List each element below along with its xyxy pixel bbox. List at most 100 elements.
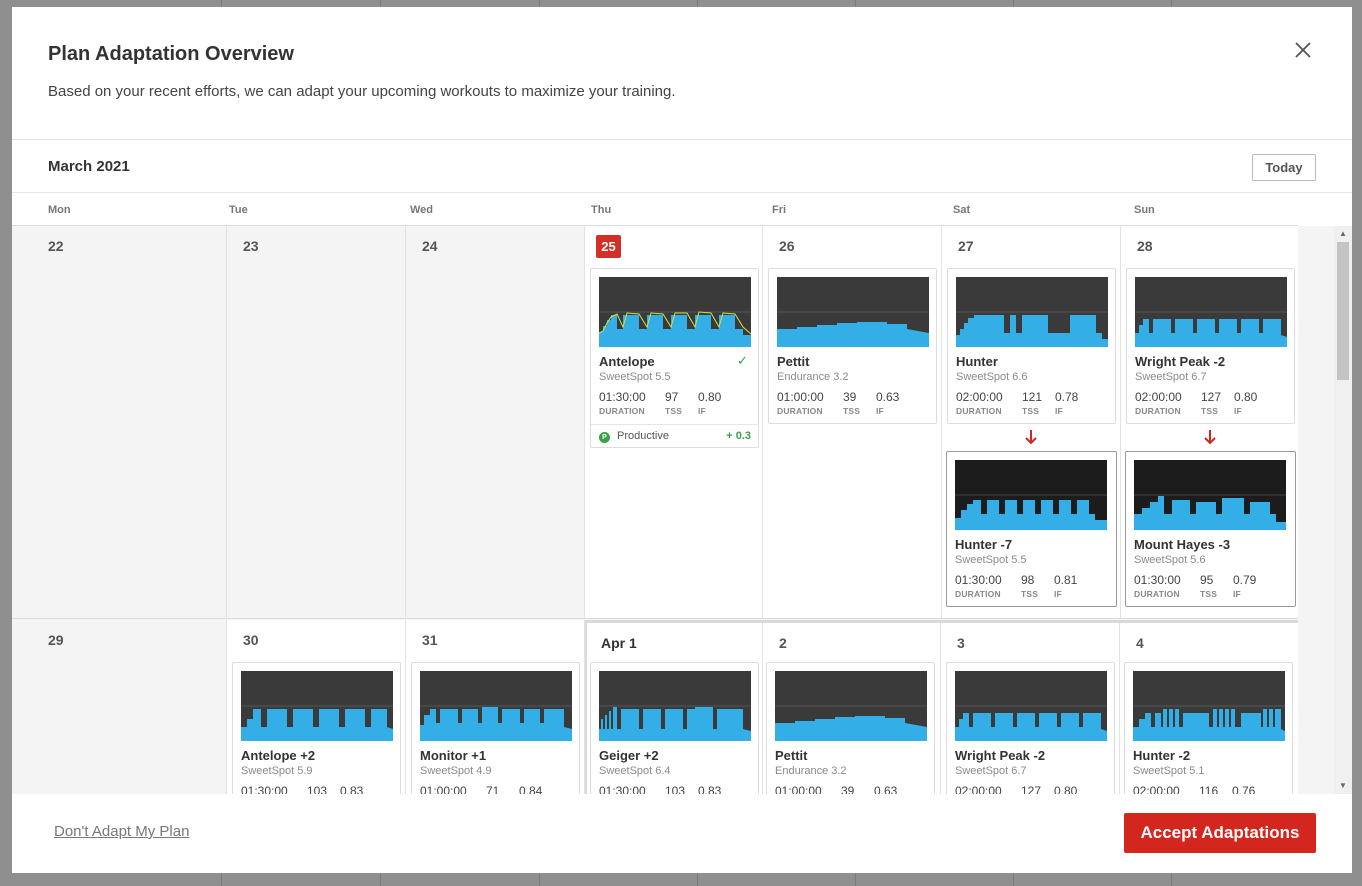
day-number: 28	[1137, 238, 1153, 254]
tss-label: TSS	[1201, 406, 1219, 416]
workout-card[interactable]: Antelope ✓ SweetSpot 5.5 01:30:00 DURATIO…	[590, 268, 759, 448]
tss-value: 127	[1021, 784, 1042, 794]
workout-category: SweetSpot 5.5	[955, 554, 1027, 566]
day-cell[interactable]: 30 Antelope +2 SweetSpot 5.9 01:30:00DUR…	[227, 620, 406, 794]
workout-card[interactable]: Hunter SweetSpot 6.6 02:00:00 DURATION 12…	[947, 268, 1116, 424]
day-number: Apr 1	[601, 635, 637, 651]
day-cell[interactable]: 4 Hunter -2 SweetSpot 5.1 02:00:00DURATI…	[1120, 623, 1298, 794]
workout-category: SweetSpot 6.6	[956, 371, 1028, 383]
scroll-down-icon[interactable]: ▼	[1339, 781, 1347, 790]
tss-value: 121	[1022, 390, 1043, 404]
if-value: 0.63	[876, 390, 900, 404]
duration-value: 01:30:00	[599, 390, 646, 404]
duration-label: DURATION	[599, 406, 645, 416]
workout-card[interactable]: Monitor +1 SweetSpot 4.9 01:00:00DURATIO…	[411, 662, 580, 794]
workout-name: Pettit	[777, 354, 810, 369]
day-cell[interactable]: 31 Monitor +1 SweetSpot 4.9 01:00:00DURA…	[406, 620, 585, 794]
workout-category: Endurance 3.2	[777, 371, 849, 383]
duration-value: 01:00:00	[777, 390, 824, 404]
workout-stats: 01:30:00 DURATION 98 TSS 0.81 IF	[955, 573, 1110, 599]
workout-category: SweetSpot 6.7	[955, 765, 1027, 777]
workout-card[interactable]: Wright Peak -2 SweetSpot 6.7 02:00:00DUR…	[946, 662, 1115, 794]
day-number: 2	[779, 635, 787, 651]
day-cell-today[interactable]: 25 Antelope ✓ SweetSpot 5.5 01:30:00 DURA…	[585, 226, 763, 618]
weekday-label: Fri	[772, 204, 787, 216]
adapted-workout-card[interactable]: Hunter -7 SweetSpot 5.5 01:30:00 DURATION…	[946, 451, 1117, 607]
workout-name: Pettit	[775, 748, 808, 763]
scroll-up-icon[interactable]: ▲	[1339, 229, 1347, 238]
workout-name: Antelope +2	[241, 748, 316, 763]
weekday-label: Wed	[410, 204, 434, 216]
duration-value: 02:00:00	[955, 784, 1002, 794]
if-value: 0.79	[1233, 573, 1257, 587]
day-number: 22	[48, 238, 64, 254]
today-button[interactable]: Today	[1252, 154, 1316, 181]
day-cell[interactable]: 23	[227, 226, 406, 618]
arrow-down-icon	[1204, 429, 1216, 445]
day-cell[interactable]: 28 Wright Peak -2 SweetSpot 6.7 02:00:00…	[1121, 226, 1298, 618]
dont-adapt-plan-link[interactable]: Don't Adapt My Plan	[54, 823, 190, 840]
day-cell[interactable]: Apr 1 Geiger +2 SweetSpot 6.4 01:30:00DU…	[587, 623, 763, 794]
day-cell[interactable]: 27 Hunter SweetSpot 6.6 02:00:00 DURATION…	[942, 226, 1121, 618]
tss-value: 39	[841, 784, 855, 794]
tss-label: TSS	[665, 406, 683, 416]
day-cell[interactable]: 2 Pettit Endurance 3.2 01:00:00DURATION …	[763, 623, 941, 794]
adapted-workout-card[interactable]: Mount Hayes -3 SweetSpot 5.6 01:30:00 DUR…	[1125, 451, 1296, 607]
duration-value: 01:30:00	[241, 784, 288, 794]
tss-value: 127	[1201, 390, 1222, 404]
scrollbar-thumb[interactable]	[1337, 242, 1349, 380]
duration-value: 02:00:00	[1133, 784, 1180, 794]
if-value: 0.80	[1054, 784, 1078, 794]
day-cell[interactable]: 22	[12, 226, 227, 618]
if-label: IF	[876, 406, 884, 416]
if-label: IF	[1233, 589, 1241, 599]
day-number: 30	[243, 632, 259, 648]
day-cell[interactable]: 3 Wright Peak -2 SweetSpot 6.7 02:00:00D…	[941, 623, 1120, 794]
progression-value: + 0.3	[726, 430, 751, 442]
workout-card[interactable]: Geiger +2 SweetSpot 6.4 01:30:00DURATION…	[590, 662, 759, 794]
workout-graph	[1135, 277, 1287, 347]
workout-card[interactable]: Hunter -2 SweetSpot 5.1 02:00:00DURATION…	[1124, 662, 1293, 794]
day-cell[interactable]: 26 Pettit Endurance 3.2 01:00:00 DURATION…	[763, 226, 942, 618]
workout-category: SweetSpot 6.7	[1135, 371, 1207, 383]
duration-label: DURATION	[955, 589, 1001, 599]
workout-graph	[420, 671, 572, 741]
workout-graph	[777, 277, 929, 347]
calendar-scrollbar[interactable]: ▲ ▼	[1334, 226, 1352, 794]
productive-icon: P	[599, 432, 610, 443]
duration-label: DURATION	[1135, 406, 1181, 416]
close-icon[interactable]	[1292, 39, 1314, 61]
workout-category: SweetSpot 5.1	[1133, 765, 1205, 777]
workout-name: Wright Peak -2	[1135, 354, 1226, 369]
workout-category: SweetSpot 5.6	[1134, 554, 1206, 566]
workout-stats: 02:00:00 DURATION 121 TSS 0.78 IF	[956, 390, 1111, 416]
duration-value: 01:30:00	[955, 573, 1002, 587]
workout-name: Wright Peak -2	[955, 748, 1046, 763]
if-value: 0.83	[340, 784, 364, 794]
if-value: 0.83	[698, 784, 722, 794]
calendar-header: March 2021 Today	[12, 141, 1352, 193]
day-number: 23	[243, 238, 259, 254]
tss-value: 95	[1200, 573, 1214, 587]
day-number: 4	[1136, 635, 1144, 651]
day-number: 29	[48, 632, 64, 648]
progression-label: Productive	[617, 430, 669, 442]
workout-category: Endurance 3.2	[775, 765, 847, 777]
if-label: IF	[1055, 406, 1063, 416]
workout-category: SweetSpot 4.9	[420, 765, 492, 777]
duration-label: DURATION	[1134, 589, 1180, 599]
workout-name: Geiger +2	[599, 748, 659, 763]
tss-value: 103	[665, 784, 686, 794]
accept-adaptations-button[interactable]: Accept Adaptations	[1124, 813, 1316, 853]
day-cell[interactable]: 29	[12, 620, 227, 794]
duration-label: DURATION	[777, 406, 823, 416]
day-cell[interactable]: 24	[406, 226, 585, 618]
workout-graph	[599, 277, 751, 347]
workout-card[interactable]: Antelope +2 SweetSpot 5.9 01:30:00DURATI…	[232, 662, 401, 794]
workout-graph	[955, 460, 1107, 530]
